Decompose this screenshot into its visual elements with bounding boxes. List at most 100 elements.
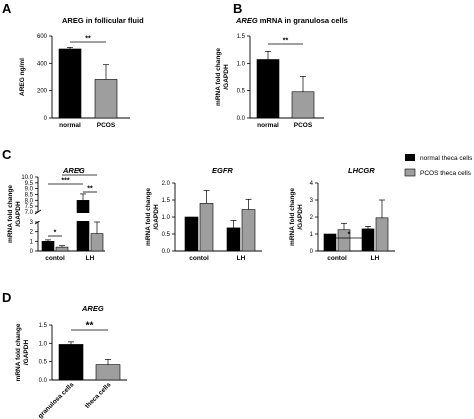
panel-D-category-0: granulosa cells [37, 381, 76, 419]
panel-C2-bar-contol-0 [184, 216, 199, 252]
legend-swatch-normal [405, 154, 415, 161]
panel-C1-bar-contol-0 [41, 241, 55, 252]
panel-C3-bar-LH-1 [375, 217, 389, 252]
panel-D-ytick-label-0: 0.0 [39, 378, 48, 384]
panel-C1-sig-2-label: ** [87, 186, 93, 193]
panel-b-title-rest: mRNA in granulosa cells [258, 16, 348, 25]
panel-C3-ytick-label-3: 3 [310, 198, 314, 204]
panel-C2-category-0: contol [189, 255, 209, 262]
panel-C1-ytick-label-lower-3: 3 [30, 220, 34, 226]
panel-C1-ytick-label-upper-0: 7.0 [25, 210, 34, 216]
panel-C1-ytick-label-upper-2: 8.0 [25, 198, 34, 204]
panel-C1-ytick-label-upper-5: 9.5 [25, 181, 34, 187]
panel-letter-c: C [2, 147, 12, 162]
panel-C3-ytick-label-4: 4 [310, 181, 314, 187]
panel-C3-ytick-label-0: 0 [310, 249, 314, 255]
panel-C2-bar-LH-1 [241, 209, 256, 252]
panel-C1-ylabel-line-1: /GAPDH [15, 201, 22, 227]
panel-B-ylabel-line-1: /GAPDH [223, 64, 230, 90]
panel-B-bar-1 [291, 91, 315, 119]
panel-C3-category-0: contol [327, 255, 347, 262]
panel-C2-ytick-label-0: 0.0 [162, 249, 171, 255]
panel-D-bar-0 [58, 344, 84, 381]
panel-C1-ytick-label-upper-6: 10.0 [21, 175, 33, 181]
panel-C1-ytick-label-upper-1: 7.5 [25, 204, 34, 210]
panel-c3-title: LHCGR [348, 166, 375, 175]
panel-D-ylabel-line-0: mRNA fold change [15, 323, 22, 381]
panel-D-ytick-label-3: 1.5 [39, 323, 48, 329]
panel-C2-ytick-label-2: 1.0 [162, 215, 171, 221]
panel-B-ytick-label-2: 1.0 [237, 61, 246, 67]
panel-C3-category-1: LH [371, 255, 380, 262]
panel-C1-bar-LH-1 [90, 233, 104, 252]
panel-b-title: AREG mRNA in granulosa cells [235, 16, 348, 25]
panel-C2-ylabel-line-1: /GAPDH [153, 204, 160, 230]
panel-C3-ylabel-line-1: /GAPDH [297, 204, 304, 230]
legend: normal theca cells PCOS theca cells [404, 154, 473, 177]
panel-A-bar-1 [94, 79, 118, 119]
panel-b-title-italic: AREG [235, 16, 258, 25]
panel-C3-bar-contol-0 [323, 233, 337, 252]
panel-D-bar-1 [95, 364, 121, 381]
panel-D-ylabel-line-1: /GAPDH [23, 340, 30, 366]
panel-letter-d: D [2, 290, 11, 305]
legend-label-normal: normal theca cells [420, 155, 473, 162]
panel-C2-bar-contol-1 [199, 203, 214, 252]
panel-A-ytick-label-0: 0 [44, 116, 48, 122]
panel-C1-ylabel: mRNA fold change/GAPDH [7, 185, 22, 243]
panel-D-cat-group-0: granulosa cells [37, 381, 76, 419]
panel-C1-sig-1-label: *** [61, 178, 69, 185]
panel-B-ylabel: mRNA fold change/GAPDH [215, 48, 230, 106]
panel-C3-ylabel: mRNA fold change/GAPDH [289, 188, 304, 246]
panel-C1-ylabel-line-0: mRNA fold change [7, 185, 14, 243]
panel-D-ytick-label-2: 1.0 [39, 341, 48, 347]
panel-C2-ytick-label-3: 1.5 [162, 198, 171, 204]
panel-C2-category-1: LH [237, 255, 246, 262]
panel-C1-ytick-label-lower-0: 0 [30, 249, 34, 255]
panel-B-category-1: PCOS [294, 122, 313, 129]
panel-C1-ytick-label-lower-2: 2 [30, 230, 34, 236]
panel-A-ylabel: AREG ng/ml [19, 58, 26, 96]
panel-C2-bar-LH-0 [226, 227, 241, 252]
panel-C1-sig-0-label: * [54, 230, 57, 237]
panel-D-ytick-label-1: 0.5 [39, 360, 48, 366]
panel-C1-ytick-label-lower-1: 1 [30, 239, 34, 245]
panel-C1-ytick-label-upper-3: 8.5 [25, 193, 34, 199]
panel-C1-bar-LH-0 [76, 200, 90, 252]
panel-A-sig-0-label: ** [85, 36, 91, 43]
panel-B-sig-0-label: ** [283, 38, 289, 45]
panel-A-ytick-label-2: 400 [37, 61, 48, 67]
panel-letter-a: A [2, 1, 12, 16]
panel-A-bar-0 [58, 48, 82, 119]
panel-C1-break-gap [39, 213, 106, 221]
panel-C1-sig-3-label: * [78, 169, 81, 176]
legend-swatch-pcos [404, 168, 416, 177]
panel-C3-bar-LH-0 [361, 228, 375, 252]
panel-C3-ytick-label-2: 2 [310, 215, 314, 221]
panel-A-ytick-label-1: 200 [37, 89, 48, 95]
panel-D-sig-0-label: ** [86, 321, 94, 332]
panel-A-category-1: PCOS [97, 122, 116, 129]
panel-B-bar-0 [256, 59, 280, 119]
panel-c2-title: EGFR [212, 166, 233, 175]
panel-D-ylabel: mRNA fold change/GAPDH [15, 323, 30, 381]
panel-letter-b: B [233, 1, 242, 16]
panel-D-category-1: theca cells [84, 381, 113, 410]
legend-label-pcos: PCOS theca cells [420, 170, 472, 177]
panel-C1-ytick-label-upper-4: 9.0 [25, 187, 34, 193]
panel-A-category-0: normal [59, 122, 81, 129]
panel-D-cat-group-1: theca cells [84, 381, 113, 410]
panel-C1-category-0: contol [45, 255, 65, 262]
panel-B-category-0: normal [257, 122, 279, 129]
panel-C2-ytick-label-1: 0.5 [162, 232, 171, 238]
panel-C2-ylabel-line-0: mRNA fold change [145, 188, 152, 246]
panel-d-title: AREG [81, 304, 104, 313]
panel-C3-ytick-label-1: 1 [310, 232, 314, 238]
panel-C2-ytick-label-4: 2.0 [162, 181, 171, 187]
panel-A-ytick-label-3: 600 [37, 34, 48, 40]
panel-a-title: AREG in follicular fluid [62, 16, 144, 25]
panel-B-ytick-label-3: 1.5 [237, 34, 246, 40]
panel-B-ylabel-line-0: mRNA fold change [215, 48, 222, 106]
